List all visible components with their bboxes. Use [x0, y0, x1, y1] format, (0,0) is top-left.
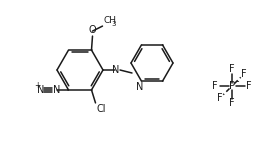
Text: F: F [229, 98, 235, 108]
Text: F: F [212, 81, 218, 91]
Text: N: N [112, 65, 120, 75]
Text: +: + [34, 81, 41, 90]
Text: F: F [217, 93, 223, 103]
Text: 3: 3 [111, 21, 115, 27]
Text: Cl: Cl [97, 104, 106, 114]
Text: F: F [241, 69, 247, 79]
Text: N: N [37, 85, 44, 95]
Text: F: F [229, 64, 235, 74]
Text: N: N [53, 85, 60, 95]
Text: O: O [89, 25, 96, 35]
Text: -: - [236, 76, 239, 86]
Text: F: F [246, 81, 252, 91]
Text: N: N [136, 82, 143, 92]
Text: CH: CH [104, 16, 116, 25]
Text: P: P [229, 81, 235, 91]
